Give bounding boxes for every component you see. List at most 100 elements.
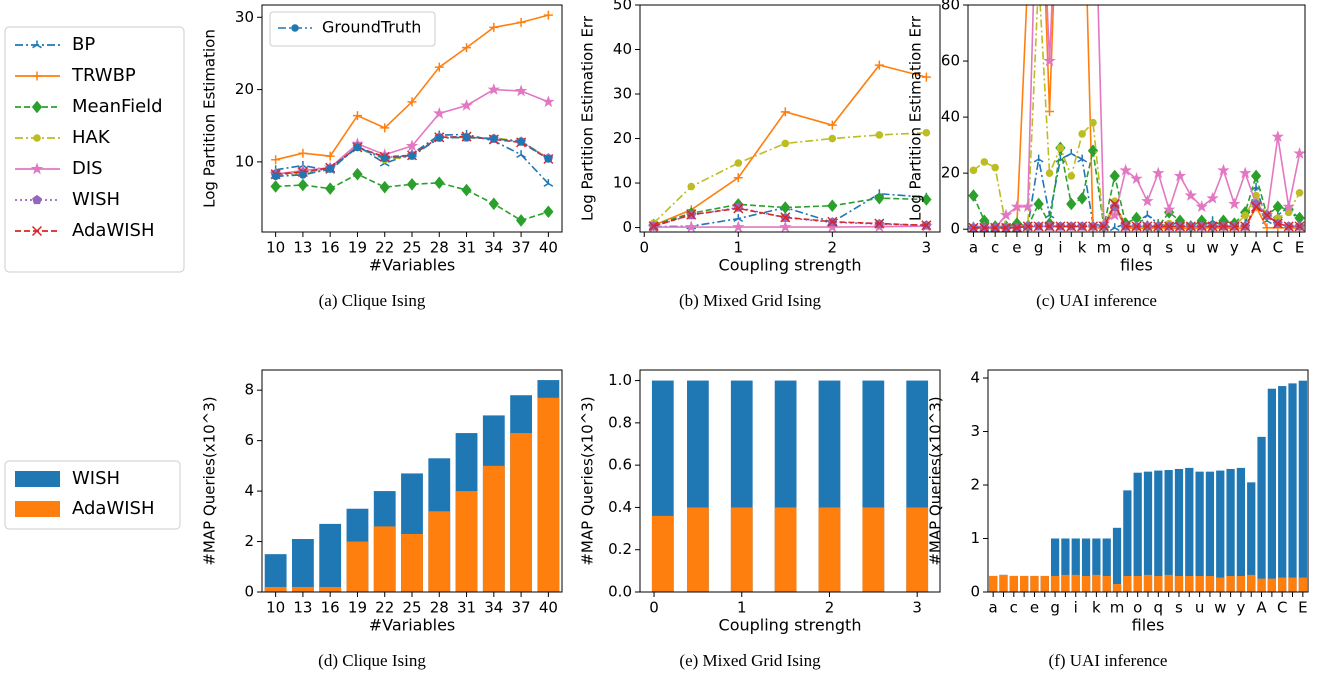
marker <box>780 201 791 214</box>
legend-patch <box>15 501 60 517</box>
subplot: a c e g i k m o q s u w y A C E 0 20 40 60 80 files Log Partit… <box>907 0 1306 310</box>
marker <box>1250 169 1262 183</box>
marker <box>1142 210 1153 219</box>
bar <box>346 541 369 592</box>
bar <box>1143 574 1153 592</box>
marker <box>460 98 473 111</box>
marker <box>1021 200 1034 213</box>
marker <box>352 167 363 181</box>
marker <box>514 84 528 97</box>
x-tick-label: s <box>1175 599 1183 617</box>
y-tick-label: 30 <box>235 8 254 26</box>
x-tick-label: 34 <box>484 239 503 257</box>
marker <box>1043 54 1056 67</box>
bar <box>1020 575 1029 592</box>
marker <box>1066 197 1077 211</box>
bar <box>1247 482 1256 592</box>
x-axis-label: #Variables <box>369 256 456 275</box>
y-tick-label: 10 <box>613 174 632 192</box>
bar <box>1267 578 1276 592</box>
y-axis-label: Log Partition Estimation Err <box>907 15 925 221</box>
bar <box>1236 467 1246 592</box>
marker <box>1109 201 1120 211</box>
marker <box>1229 221 1240 232</box>
marker <box>543 10 553 20</box>
marker <box>487 83 500 95</box>
plot-area <box>989 380 1307 592</box>
marker <box>991 163 999 172</box>
x-tick-label: 31 <box>457 239 476 257</box>
x-tick-label: a <box>989 599 998 617</box>
marker <box>1077 221 1088 232</box>
marker <box>515 214 527 227</box>
subplot: 10 13 16 19 22 25 28 31 34 37 40 10 20 30 #Variables Lo… <box>201 4 563 310</box>
marker <box>968 189 979 202</box>
marker <box>874 60 884 70</box>
marker <box>1184 189 1198 201</box>
marker <box>543 205 554 219</box>
bar <box>687 507 709 592</box>
bar <box>818 507 841 592</box>
legend-label: BP <box>72 34 95 55</box>
marker <box>353 143 362 152</box>
marker <box>405 139 419 152</box>
legend-box <box>269 11 436 47</box>
y-tick-label: 10 <box>235 152 254 170</box>
legend-label: AdaWISH <box>72 498 155 519</box>
marker <box>827 120 837 130</box>
caption: (f) UAI inference <box>1049 651 1168 670</box>
bar <box>1061 538 1070 592</box>
marker <box>979 222 990 232</box>
x-tick-label: A <box>1251 239 1262 257</box>
marker <box>733 173 743 183</box>
x-tick-label: c <box>991 239 999 257</box>
marker <box>1196 221 1207 232</box>
axes-frame <box>639 369 941 593</box>
marker <box>1089 118 1097 127</box>
x-axis-label: #Variables <box>369 616 456 635</box>
marker <box>380 154 389 163</box>
bar <box>401 533 423 592</box>
x-tick-label: C <box>1277 599 1287 617</box>
y-axis-label: #MAP Queries(x10^3) <box>579 396 597 565</box>
bar <box>1112 527 1122 592</box>
marker <box>516 150 526 158</box>
marker <box>434 62 444 72</box>
bar <box>1050 575 1060 592</box>
caption: (e) Mixed Grid Ising <box>679 651 821 670</box>
x-tick-label: a <box>969 239 978 257</box>
marker <box>32 71 42 81</box>
x-tick-label: 37 <box>512 599 531 617</box>
x-tick-label: 25 <box>402 599 421 617</box>
marker <box>30 162 44 175</box>
marker <box>489 22 499 32</box>
bar <box>292 586 314 592</box>
marker <box>1022 221 1033 232</box>
y-tick-label: 0 <box>950 220 960 238</box>
x-tick-label: 22 <box>375 599 394 617</box>
marker <box>1271 130 1285 142</box>
marker <box>874 191 885 205</box>
bar <box>1174 468 1184 592</box>
plot-area <box>264 380 560 592</box>
series-line <box>973 5 1300 230</box>
marker <box>297 178 309 192</box>
x-tick-label: 37 <box>512 239 531 257</box>
axes-frame <box>987 369 1309 593</box>
x-tick-label: o <box>1133 599 1142 617</box>
subplot: a c e g i k m o q s u w y A C E 0 1 2 3 4 files #MAP Queries(x… <box>927 369 1309 670</box>
marker <box>1120 221 1131 232</box>
marker <box>1109 223 1120 232</box>
legend-patch <box>15 471 60 487</box>
marker <box>379 180 390 194</box>
marker <box>648 221 659 232</box>
marker <box>999 208 1013 221</box>
marker <box>1272 218 1283 229</box>
marker <box>461 183 472 197</box>
x-tick-label: o <box>1121 239 1130 257</box>
marker <box>298 148 308 158</box>
caption: (d) Clique Ising <box>318 651 426 670</box>
marker <box>874 218 885 229</box>
y-tick-label: 6 <box>244 431 254 449</box>
